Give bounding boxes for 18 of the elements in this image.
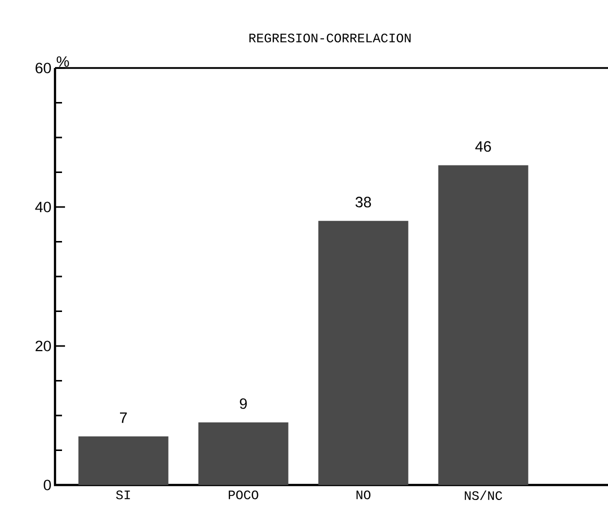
data-label: 9	[240, 398, 247, 409]
x-tick-label: SI	[116, 490, 130, 500]
chart-title: REGRESION-CORRELACION	[249, 34, 411, 42]
x-tick-label: NO	[356, 490, 370, 500]
x-tick-label: NS/NC	[464, 490, 502, 500]
bar	[198, 422, 288, 485]
y-tick-label: 40	[35, 202, 51, 212]
y-tick-label: 60	[36, 62, 51, 74]
y-tick-label: 20	[36, 340, 51, 352]
data-label: 38	[356, 196, 371, 208]
bar	[318, 220, 408, 485]
bar	[438, 165, 528, 485]
bar	[78, 436, 168, 485]
x-tick-label: POCO	[228, 490, 258, 500]
data-label: 7	[120, 412, 127, 423]
data-label: 46	[475, 141, 491, 152]
y-tick-label: 0	[44, 480, 51, 490]
y-axis-title: %	[56, 56, 69, 67]
